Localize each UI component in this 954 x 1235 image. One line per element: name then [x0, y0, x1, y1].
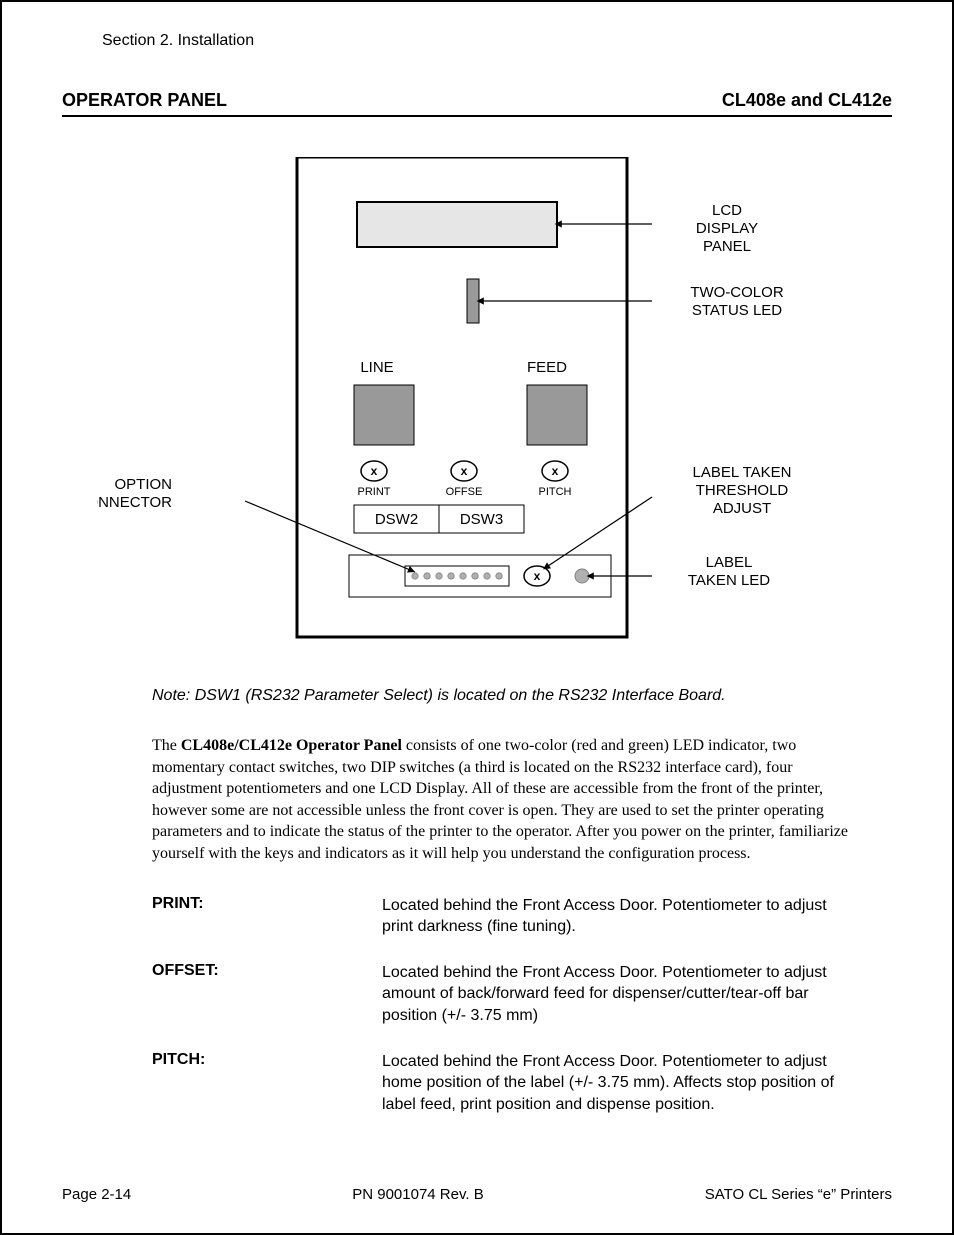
note-text: Note: DSW1 (RS232 Parameter Select) is l…	[152, 687, 892, 705]
callout-text: ADJUST	[713, 500, 771, 517]
feed-label: FEED	[527, 359, 567, 376]
callout-text: THRESHOLD	[696, 482, 789, 499]
dsw2-label: DSW2	[375, 511, 418, 528]
line-button[interactable]	[354, 385, 414, 445]
connector-pin	[460, 573, 466, 579]
definitions-list: PRINT:Located behind the Front Access Do…	[152, 895, 862, 1116]
footer-center: PN 9001074 Rev. B	[352, 1186, 483, 1203]
page-footer: Page 2-14 PN 9001074 Rev. B SATO CL Seri…	[62, 1186, 892, 1203]
definition-row: OFFSET:Located behind the Front Access D…	[152, 962, 862, 1027]
connector-pin	[412, 573, 418, 579]
definition-desc: Located behind the Front Access Door. Po…	[382, 895, 862, 938]
diagram-svg: LINE FEED x PRINT x OFFSE x PITCH DSW2 DSW3 x LCDDI…	[97, 157, 857, 657]
print-pot-label: PRINT	[358, 486, 391, 498]
callout-text: OPTION	[114, 476, 172, 493]
callout-text: DISPLAY	[696, 220, 758, 237]
header-right: CL408e and CL412e	[722, 90, 892, 111]
callout-text: STATUS LED	[692, 302, 782, 319]
operator-panel-diagram: LINE FEED x PRINT x OFFSE x PITCH DSW2 DSW3 x LCDDI…	[62, 157, 892, 657]
para-pre: The	[152, 737, 181, 754]
label-taken-led	[575, 569, 589, 583]
callout-text: TWO-COLOR	[690, 284, 783, 301]
connector-pin	[496, 573, 502, 579]
callout-text: LABEL	[706, 554, 753, 571]
definition-desc: Located behind the Front Access Door. Po…	[382, 962, 862, 1027]
callout-text: LABEL TAKEN	[693, 464, 792, 481]
pitch-pot-x: x	[552, 464, 559, 478]
dsw3-label: DSW3	[460, 511, 503, 528]
connector-pin	[448, 573, 454, 579]
section-label: Section 2. Installation	[102, 32, 892, 50]
para-post: consists of one two-color (red and green…	[152, 737, 848, 862]
definition-row: PRINT:Located behind the Front Access Do…	[152, 895, 862, 938]
definition-row: PITCH:Located behind the Front Access Do…	[152, 1051, 862, 1116]
header-left: OPERATOR PANEL	[62, 90, 227, 111]
footer-right: SATO CL Series “e” Printers	[705, 1186, 892, 1203]
connector-pin	[472, 573, 478, 579]
callout-text: PANEL	[703, 238, 751, 255]
callout-text: LCD	[712, 202, 742, 219]
definition-term: OFFSET:	[152, 962, 382, 1027]
offset-pot-label: OFFSE	[446, 486, 483, 498]
connector-pin	[484, 573, 490, 579]
connector-pin	[424, 573, 430, 579]
pitch-pot-label: PITCH	[539, 486, 572, 498]
print-pot-x: x	[371, 464, 378, 478]
body-paragraph: The CL408e/CL412e Operator Panel consist…	[152, 735, 862, 865]
threshold-pot-x: x	[534, 569, 541, 583]
callout-text: TAKEN LED	[688, 572, 770, 589]
line-label: LINE	[360, 359, 393, 376]
feed-button[interactable]	[527, 385, 587, 445]
connector-pin	[436, 573, 442, 579]
page: Section 2. Installation OPERATOR PANEL C…	[0, 0, 954, 1235]
offset-pot-x: x	[461, 464, 468, 478]
para-bold: CL408e/CL412e Operator Panel	[181, 737, 402, 754]
footer-left: Page 2-14	[62, 1186, 131, 1203]
header-row: OPERATOR PANEL CL408e and CL412e	[62, 90, 892, 117]
definition-desc: Located behind the Front Access Door. Po…	[382, 1051, 862, 1116]
definition-term: PRINT:	[152, 895, 382, 938]
option-connector	[405, 566, 509, 586]
status-led	[467, 279, 479, 323]
callout-text: CONNECTOR	[97, 494, 172, 511]
lcd-display	[357, 202, 557, 247]
definition-term: PITCH:	[152, 1051, 382, 1116]
